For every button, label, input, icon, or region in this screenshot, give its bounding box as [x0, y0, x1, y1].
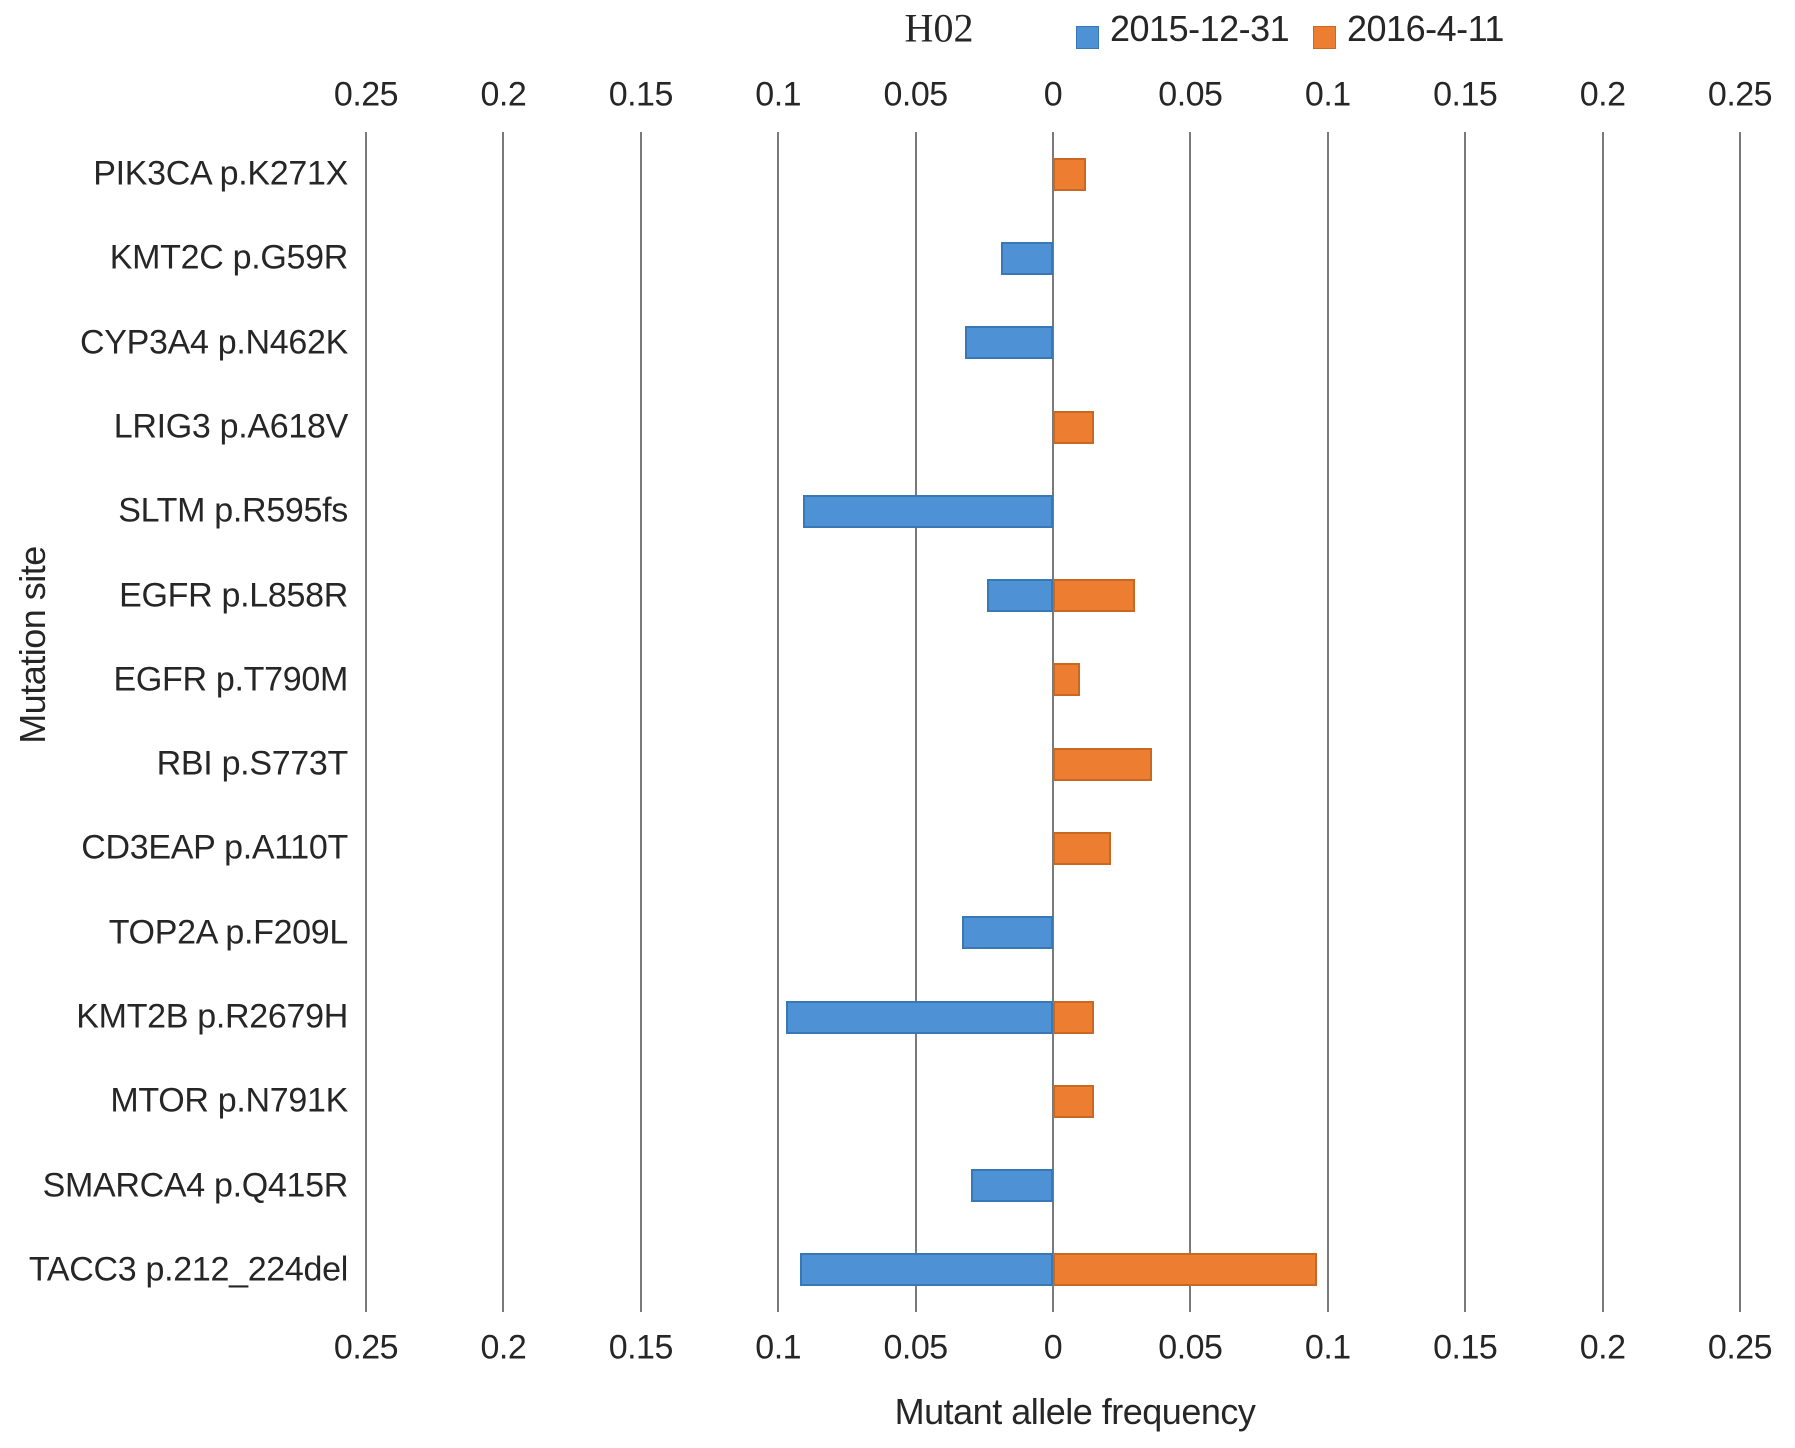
- bar-2016-4-11: [1053, 410, 1095, 444]
- x-tick-label-top: 0.05: [883, 75, 949, 114]
- category-label: EGFR p.L858R: [119, 576, 348, 615]
- x-tick-label-bottom: 0.25: [1707, 1328, 1773, 1367]
- y-axis-title: Mutation site: [12, 546, 53, 744]
- x-tick-label-top: 0.15: [608, 75, 674, 114]
- category-label: EGFR p.T790M: [113, 660, 349, 699]
- category-label: SMARCA4 p.Q415R: [42, 1166, 349, 1205]
- gridline: [502, 132, 505, 1312]
- category-label: LRIG3 p.A618V: [113, 407, 349, 446]
- x-tick-label-bottom: 0.05: [1158, 1328, 1223, 1367]
- gridline: [639, 132, 642, 1312]
- category-label: MTOR p.N791K: [110, 1081, 348, 1120]
- bar-2016-4-11: [1053, 1084, 1095, 1118]
- x-tick-label-top: 0.1: [755, 75, 802, 114]
- category-label: CD3EAP p.A110T: [81, 828, 348, 867]
- gridline: [1464, 132, 1467, 1312]
- x-tick-label-top: 0.1: [1304, 75, 1351, 114]
- bar-2016-4-11: [1053, 663, 1081, 697]
- x-tick-label-bottom: 0.05: [883, 1328, 949, 1367]
- x-tick-label-bottom: 0.2: [480, 1328, 527, 1367]
- bar-2016-4-11: [1053, 157, 1086, 191]
- x-tick-label-top: 0.15: [1433, 75, 1498, 114]
- category-label: RBI p.S773T: [156, 744, 349, 783]
- category-label: CYP3A4 p.N462K: [80, 323, 348, 362]
- x-tick-label-bottom: 0.15: [608, 1328, 674, 1367]
- gridline: [1189, 132, 1192, 1312]
- bar-2015-12-31: [962, 916, 1053, 950]
- chart-title: H02: [904, 5, 974, 51]
- bar-2016-4-11: [1053, 1000, 1095, 1034]
- x-tick-label-bottom: 0.25: [333, 1328, 399, 1367]
- bar-2015-12-31: [987, 579, 1053, 613]
- category-label: TOP2A p.F209L: [108, 913, 349, 952]
- category-label: SLTM p.R595fs: [118, 491, 348, 530]
- x-tick-label-top: 0: [1043, 75, 1063, 114]
- category-label: KMT2B p.R2679H: [76, 997, 348, 1036]
- bar-2015-12-31: [1000, 241, 1053, 275]
- legend-label: 2015-12-31: [1110, 8, 1290, 49]
- bar-2015-12-31: [802, 494, 1053, 528]
- bar-2016-4-11: [1053, 579, 1136, 613]
- category-label: KMT2C p.G59R: [109, 238, 349, 277]
- x-tick-label-top: 0.2: [1579, 75, 1626, 114]
- x-tick-label-bottom: 0.15: [1433, 1328, 1498, 1367]
- gridline: [1326, 132, 1329, 1312]
- bar-2016-4-11: [1053, 1253, 1317, 1287]
- legend-label: 2016-4-11: [1347, 8, 1504, 49]
- x-tick-label-bottom: 0.2: [1579, 1328, 1626, 1367]
- legend-swatch-orange-icon: [1313, 26, 1336, 49]
- x-tick-label-bottom: 0.1: [1304, 1328, 1351, 1367]
- x-axis-title: Mutant allele frequency: [894, 1391, 1256, 1432]
- x-tick-label-bottom: 0: [1043, 1328, 1063, 1367]
- legend-swatch-blue-icon: [1076, 26, 1099, 49]
- bar-2015-12-31: [970, 1169, 1053, 1203]
- x-tick-label-top: 0.2: [480, 75, 527, 114]
- category-label: TACC3 p.212_224del: [28, 1250, 348, 1289]
- bar-2015-12-31: [965, 326, 1053, 360]
- gridline: [777, 132, 780, 1312]
- x-tick-label-bottom: 0.1: [755, 1328, 802, 1367]
- bar-2016-4-11: [1053, 831, 1111, 865]
- gridline: [1601, 132, 1604, 1312]
- x-tick-label-top: 0.25: [1707, 75, 1773, 114]
- gridline: [1052, 132, 1054, 1312]
- bar-2015-12-31: [800, 1253, 1053, 1287]
- gridline: [365, 132, 367, 1312]
- x-tick-label-top: 0.25: [333, 75, 399, 114]
- gridline: [1739, 132, 1741, 1312]
- category-label: PIK3CA p.K271X: [93, 154, 348, 193]
- bar-2016-4-11: [1053, 747, 1152, 781]
- bar-2015-12-31: [786, 1000, 1053, 1034]
- x-tick-label-top: 0.05: [1158, 75, 1223, 114]
- gridline: [914, 132, 917, 1312]
